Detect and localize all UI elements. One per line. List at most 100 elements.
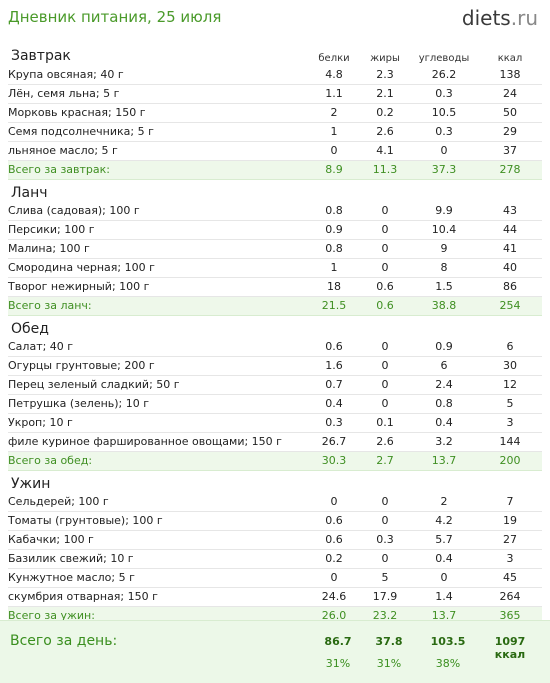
food-carbs: 0.4 — [410, 549, 478, 569]
food-kcal: 6 — [478, 338, 542, 357]
food-kcal: 24 — [478, 84, 542, 104]
meal-total-protein: 8.9 — [308, 160, 360, 180]
food-fat: 0 — [360, 258, 410, 278]
food-row[interactable]: Семя подсолнечника; 5 г 1 2.6 0.3 29 — [8, 122, 542, 142]
diary-table: Завтрак белки жиры углеводы ккал Крупа овсяна… — [8, 46, 542, 626]
food-name: Сельдерей; 100 г — [8, 493, 308, 512]
meal-header-row: Обед — [8, 316, 542, 339]
meal-total-fat: 0.6 — [360, 296, 410, 316]
food-protein: 0 — [308, 568, 360, 588]
food-row[interactable]: Смородина черная; 100 г 1 0 8 40 — [8, 258, 542, 278]
meal-total-carbs: 13.7 — [410, 451, 478, 471]
food-fat: 0 — [360, 239, 410, 259]
food-name: Смородина черная; 100 г — [8, 258, 308, 278]
food-name: Семя подсолнечника; 5 г — [8, 122, 308, 142]
meal-total-row: Всего за обед: 30.3 2.7 13.7 200 — [8, 451, 542, 471]
meal-header-row: Ужин — [8, 471, 542, 494]
food-carbs: 8 — [410, 258, 478, 278]
column-header-protein — [308, 180, 360, 203]
column-header-carbs — [410, 471, 478, 494]
food-fat: 4.1 — [360, 141, 410, 161]
food-kcal: 30 — [478, 356, 542, 376]
food-row[interactable]: Перец зеленый сладкий; 50 г 0.7 0 2.4 12 — [8, 375, 542, 395]
food-name: Малина; 100 г — [8, 239, 308, 259]
meal-total-kcal: 200 — [478, 451, 542, 471]
meal-total-label: Всего за ланч: — [8, 296, 308, 316]
food-name: Кунжутное масло; 5 г — [8, 568, 308, 588]
column-header-protein — [308, 471, 360, 494]
food-fat: 0 — [360, 338, 410, 357]
food-protein: 1.1 — [308, 84, 360, 104]
food-fat: 0 — [360, 394, 410, 414]
food-row[interactable]: Слива (садовая); 100 г 0.8 0 9.9 43 — [8, 202, 542, 221]
food-protein: 0.8 — [308, 202, 360, 221]
food-row[interactable]: Малина; 100 г 0.8 0 9 41 — [8, 239, 542, 259]
food-row[interactable]: Петрушка (зелень); 10 г 0.4 0 0.8 5 — [8, 394, 542, 414]
column-header-fat — [360, 471, 410, 494]
meal-total-fat: 2.7 — [360, 451, 410, 471]
food-name: Томаты (грунтовые); 100 г — [8, 511, 308, 531]
food-protein: 0 — [308, 493, 360, 512]
meal-total-kcal: 254 — [478, 296, 542, 316]
food-row[interactable]: льняное масло; 5 г 0 4.1 0 37 — [8, 141, 542, 161]
meal-header-row: Ланч — [8, 180, 542, 203]
food-kcal: 7 — [478, 493, 542, 512]
food-fat: 2.6 — [360, 432, 410, 452]
food-row[interactable]: Персики; 100 г 0.9 0 10.4 44 — [8, 220, 542, 240]
day-carbs-pct: 38% — [435, 657, 461, 670]
meal-total-row: Всего за ланч: 21.5 0.6 38.8 254 — [8, 296, 542, 316]
column-header-carbs: углеводы — [418, 53, 470, 64]
column-header-fat: жиры — [370, 53, 400, 64]
food-row[interactable]: Салат; 40 г 0.6 0 0.9 6 — [8, 338, 542, 357]
food-kcal: 144 — [478, 432, 542, 452]
day-total-label: Всего за день: — [10, 633, 118, 649]
food-carbs: 10.4 — [410, 220, 478, 240]
column-header-kcal — [478, 471, 542, 494]
food-carbs: 0 — [410, 568, 478, 588]
day-total-fat: 37.8 — [375, 635, 403, 648]
food-protein: 0.8 — [308, 239, 360, 259]
food-protein: 4.8 — [308, 66, 360, 85]
meal-title: Ланч — [11, 185, 48, 201]
food-row[interactable]: Творог нежирный; 100 г 18 0.6 1.5 86 — [8, 277, 542, 297]
food-kcal: 264 — [478, 587, 542, 607]
food-name: льняное масло; 5 г — [8, 141, 308, 161]
food-name: Кабачки; 100 г — [8, 530, 308, 550]
food-row[interactable]: Крупа овсяная; 40 г 4.8 2.3 26.2 138 — [8, 66, 542, 85]
site-logo[interactable]: diets.ru — [462, 6, 538, 30]
food-kcal: 41 — [478, 239, 542, 259]
column-header-fat — [360, 180, 410, 203]
food-carbs: 4.2 — [410, 511, 478, 531]
food-kcal: 40 — [478, 258, 542, 278]
food-name: филе куриное фаршированное овощами; 150 … — [8, 432, 308, 452]
food-fat: 0 — [360, 356, 410, 376]
food-row[interactable]: Базилик свежий; 10 г 0.2 0 0.4 3 — [8, 549, 542, 569]
food-kcal: 5 — [478, 394, 542, 414]
food-fat: 2.1 — [360, 84, 410, 104]
food-row[interactable]: филе куриное фаршированное овощами; 150 … — [8, 432, 542, 452]
food-fat: 2.6 — [360, 122, 410, 142]
food-kcal: 29 — [478, 122, 542, 142]
food-row[interactable]: скумбрия отварная; 150 г 24.6 17.9 1.4 264 — [8, 587, 542, 607]
food-row[interactable]: Лён, семя льна; 5 г 1.1 2.1 0.3 24 — [8, 84, 542, 104]
food-name: Крупа овсяная; 40 г — [8, 66, 308, 85]
food-row[interactable]: Огурцы грунтовые; 200 г 1.6 0 6 30 — [8, 356, 542, 376]
food-row[interactable]: Морковь красная; 150 г 2 0.2 10.5 50 — [8, 103, 542, 123]
food-row[interactable]: Укроп; 10 г 0.3 0.1 0.4 3 — [8, 413, 542, 433]
food-kcal: 27 — [478, 530, 542, 550]
food-row[interactable]: Кабачки; 100 г 0.6 0.3 5.7 27 — [8, 530, 542, 550]
food-row[interactable]: Томаты (грунтовые); 100 г 0.6 0 4.2 19 — [8, 511, 542, 531]
food-protein: 1 — [308, 258, 360, 278]
food-protein: 0.7 — [308, 375, 360, 395]
food-row[interactable]: Кунжутное масло; 5 г 0 5 0 45 — [8, 568, 542, 588]
food-name: Слива (садовая); 100 г — [8, 202, 308, 221]
food-kcal: 44 — [478, 220, 542, 240]
food-fat: 0.2 — [360, 103, 410, 123]
day-total-protein: 86.7 — [324, 635, 352, 648]
food-fat: 0.3 — [360, 530, 410, 550]
food-protein: 0.3 — [308, 413, 360, 433]
food-fat: 2.3 — [360, 66, 410, 85]
food-kcal: 12 — [478, 375, 542, 395]
logo-tld: .ru — [510, 6, 538, 30]
